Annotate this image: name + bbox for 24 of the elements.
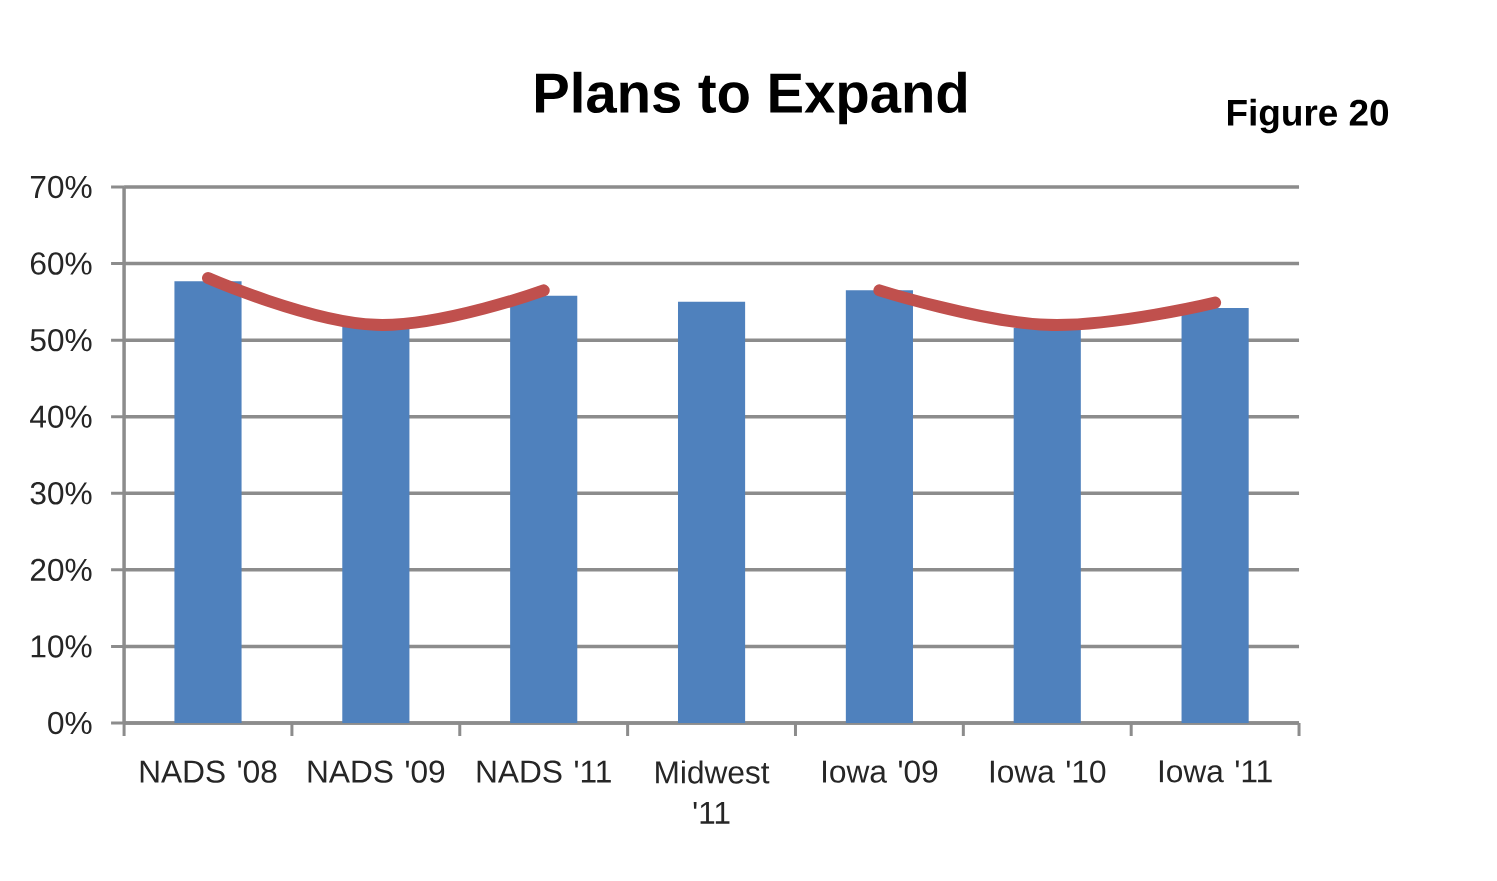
- caption: Figure 20: [1228, 98, 1389, 134]
- x-tick-label: Midwest '11: [656, 760, 770, 824]
- y-tick-label: 40%: [30, 405, 92, 428]
- y-tick-label: 50%: [30, 328, 92, 352]
- y-tick-label: 10%: [31, 635, 92, 658]
- bar: [510, 295, 578, 723]
- bar: [1013, 327, 1081, 723]
- x-tick-label: NADS '11: [477, 760, 611, 783]
- bar: [1181, 307, 1249, 723]
- bar: [845, 290, 913, 723]
- x-tick-label: Iowa '11: [1159, 760, 1272, 783]
- chart-title: Plans to Expand: [536, 71, 966, 125]
- x-tick-label: NADS '08: [140, 760, 277, 783]
- bar: [174, 281, 242, 723]
- x-tick-label: NADS '09: [308, 760, 445, 783]
- x-tick-label: Iowa '09: [823, 760, 938, 783]
- y-tick-label: 70%: [30, 175, 92, 199]
- y-tick-label: 30%: [30, 482, 92, 505]
- bar: [677, 301, 746, 723]
- x-tick-label: Iowa '10: [990, 760, 1106, 783]
- y-tick-label: 60%: [30, 252, 92, 275]
- y-tick-label: 20%: [30, 558, 92, 582]
- bar: [342, 327, 410, 723]
- y-tick-label: 0%: [48, 711, 92, 735]
